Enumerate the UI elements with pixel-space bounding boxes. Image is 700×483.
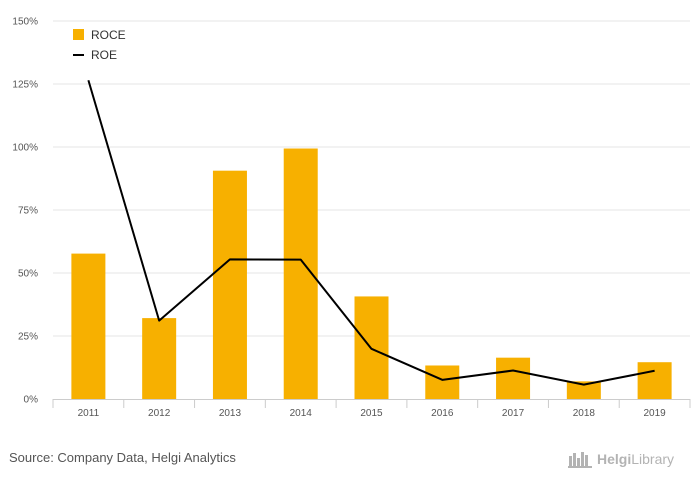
x-tick-label: 2015 xyxy=(360,408,383,419)
roce-bar xyxy=(71,253,106,399)
legend-label-roe: ROE xyxy=(91,48,117,62)
logo-text-library: Library xyxy=(631,451,675,467)
y-tick-label: 125% xyxy=(12,80,38,91)
roce-bars xyxy=(71,148,672,399)
roce-bar xyxy=(425,365,460,399)
x-tick-label: 2012 xyxy=(148,408,171,419)
roe-line xyxy=(87,79,655,386)
roce-bar xyxy=(496,357,531,399)
roce-bar xyxy=(637,362,672,399)
y-tick-label: 50% xyxy=(18,269,38,280)
y-tick-label: 25% xyxy=(18,332,38,343)
x-tick-label: 2014 xyxy=(290,408,313,419)
legend-item-roce[interactable]: ROCE xyxy=(73,28,126,42)
helgi-library-logo: Helgi Library xyxy=(568,450,674,468)
logo-text-helgi: Helgi xyxy=(597,451,632,467)
legend: ROCE ROE xyxy=(73,28,126,62)
x-tick-label: 2018 xyxy=(573,408,596,419)
roce-bar xyxy=(142,318,177,399)
source-note: Source: Company Data, Helgi Analytics xyxy=(9,450,236,465)
y-axis-tick-labels: 0% 25% 50% 75% 100% 125% 150% xyxy=(12,17,38,406)
roe-line-series xyxy=(87,79,655,386)
x-axis xyxy=(52,399,691,408)
legend-swatch-roce xyxy=(73,29,84,40)
roce-bar xyxy=(566,381,601,399)
x-tick-label: 2016 xyxy=(431,408,454,419)
library-books-icon xyxy=(568,452,592,468)
roce-bar xyxy=(212,170,247,399)
x-tick-label: 2011 xyxy=(78,408,100,419)
y-tick-label: 100% xyxy=(12,143,38,154)
chart: 0% 25% 50% 75% 100% 125% 150% 2011 2012 2013 2014… xyxy=(12,17,691,419)
gridlines xyxy=(53,20,690,337)
y-tick-label: 75% xyxy=(18,206,38,217)
x-tick-label: 2013 xyxy=(219,408,242,419)
x-tick-label: 2019 xyxy=(643,408,666,419)
x-tick-label: 2017 xyxy=(502,408,525,419)
legend-item-roe[interactable]: ROE xyxy=(73,48,117,62)
x-axis-tick-labels: 2011 2012 2013 2014 2015 2016 2017 2018 2019 xyxy=(78,408,667,419)
legend-label-roce: ROCE xyxy=(91,28,126,42)
y-tick-label: 0% xyxy=(24,395,39,406)
y-tick-label: 150% xyxy=(12,17,38,28)
